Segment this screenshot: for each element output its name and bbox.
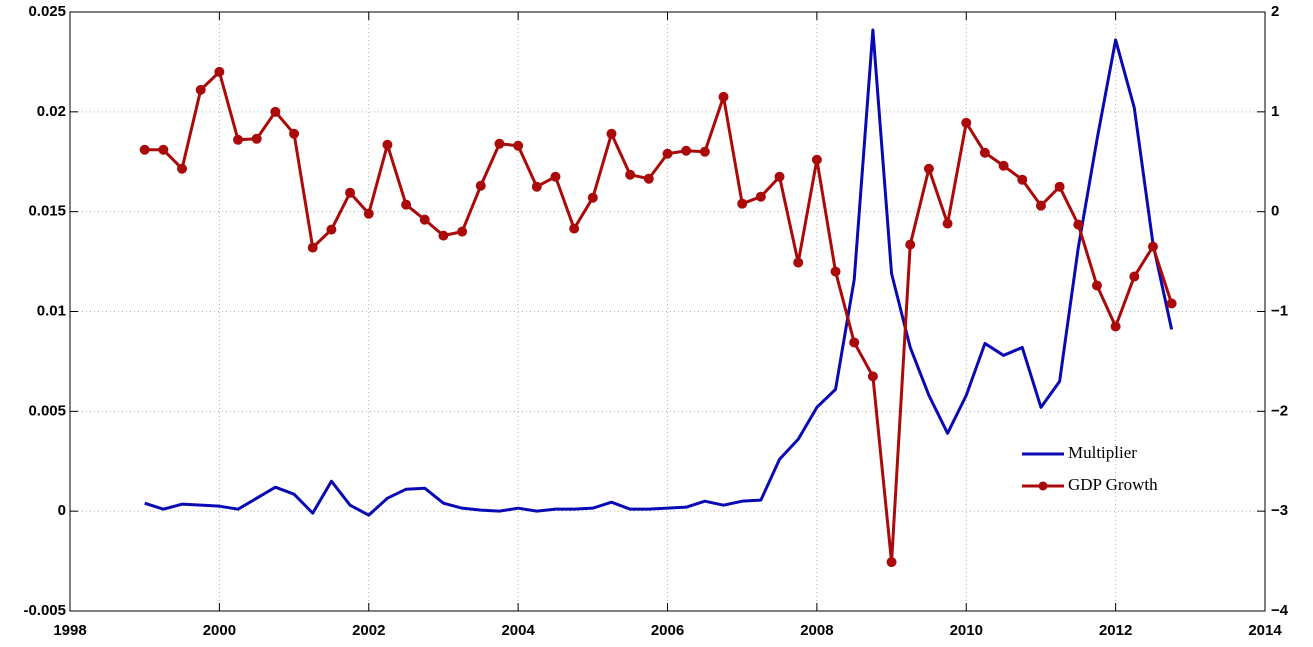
data-point: [363, 208, 374, 219]
y-tick-label: 0.025: [28, 3, 66, 20]
series-line: [144, 70, 1174, 564]
data-point: [1017, 174, 1028, 185]
data-point: [625, 169, 636, 180]
data-point: [662, 148, 673, 159]
data-point: [849, 337, 860, 348]
data-point: [1110, 321, 1121, 332]
y-tick-label: 0.015: [28, 203, 66, 220]
data-point: [307, 242, 318, 253]
data-point: [755, 191, 766, 202]
data-point: [1073, 219, 1084, 230]
data-point: [606, 128, 617, 139]
x-tick-label: 2006: [651, 622, 684, 639]
data-point: [886, 557, 897, 568]
data-point: [251, 133, 262, 144]
data-point: [1147, 241, 1158, 252]
data-point: [737, 198, 748, 209]
data-point: [793, 257, 804, 268]
data-point: [345, 187, 356, 198]
data-point: [270, 106, 281, 117]
data-point: [326, 224, 337, 235]
data-point: [681, 145, 692, 156]
data-point: [233, 134, 244, 145]
y2-tick-label: −2: [1271, 402, 1288, 419]
data-point: [1054, 181, 1065, 192]
y2-tick-label: −3: [1271, 502, 1288, 519]
data-point: [998, 160, 1009, 171]
y-tick-label: -0.005: [23, 602, 66, 619]
data-point: [289, 128, 300, 139]
data-point: [569, 223, 580, 234]
x-tick-label: 2002: [352, 622, 385, 639]
data-point: [643, 173, 654, 184]
data-point: [923, 163, 934, 174]
data-point: [905, 239, 916, 250]
x-tick-label: 2012: [1099, 622, 1132, 639]
series-line: [144, 28, 1174, 517]
x-tick-label: 1998: [53, 622, 86, 639]
data-point: [158, 144, 169, 155]
data-point: [475, 180, 486, 191]
data-point: [382, 139, 393, 150]
y-tick-label: 0.005: [28, 402, 66, 419]
data-point: [942, 218, 953, 229]
data-point: [195, 84, 206, 95]
legend-marker: [1038, 481, 1048, 491]
y2-tick-label: 2: [1271, 3, 1279, 20]
legend-label: GDP Growth: [1068, 475, 1158, 494]
data-point: [699, 146, 710, 157]
data-point: [401, 199, 412, 210]
data-point: [177, 163, 188, 174]
data-point: [139, 144, 150, 155]
data-point: [718, 91, 729, 102]
data-point: [811, 154, 822, 165]
data-point: [494, 138, 505, 149]
data-point: [419, 214, 430, 225]
legend-label: Multiplier: [1068, 443, 1137, 462]
x-tick-label: 2000: [203, 622, 236, 639]
plot-frame: [69, 11, 1266, 612]
data-point: [513, 140, 524, 151]
y2-tick-label: 0: [1271, 203, 1279, 220]
y-tick-label: 0.01: [37, 302, 66, 319]
data-point: [867, 371, 878, 382]
data-point: [1166, 298, 1177, 309]
x-tick-label: 2004: [501, 622, 535, 639]
x-tick-label: 2008: [800, 622, 833, 639]
y2-tick-label: −4: [1271, 602, 1289, 619]
data-point: [550, 171, 561, 182]
data-point: [531, 181, 542, 192]
x-tick-label: 2014: [1248, 622, 1282, 639]
x-tick-label: 2010: [950, 622, 983, 639]
y-tick-label: 0.02: [37, 103, 66, 120]
data-point: [587, 192, 598, 203]
data-point: [830, 266, 841, 277]
y2-tick-label: 1: [1271, 103, 1279, 120]
data-point: [1035, 200, 1046, 211]
y-tick-label: 0: [58, 502, 66, 519]
data-point: [774, 171, 785, 182]
data-point: [961, 117, 972, 128]
data-point: [214, 66, 225, 77]
data-point: [438, 230, 449, 241]
data-point: [979, 147, 990, 158]
data-point: [1091, 280, 1102, 291]
data-point: [457, 226, 468, 237]
y2-tick-label: −1: [1271, 302, 1288, 319]
data-point: [1129, 271, 1140, 282]
